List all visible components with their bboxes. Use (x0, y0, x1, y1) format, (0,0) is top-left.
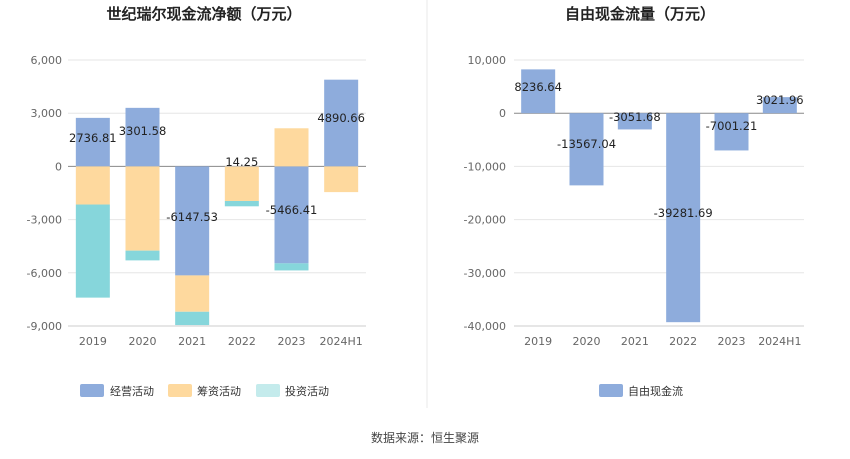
legend-label-free_cash: 自由现金流 (628, 384, 683, 398)
x-tick-label: 2020 (129, 335, 157, 348)
bar-financing (274, 128, 309, 167)
bar-investing (125, 250, 160, 261)
legend-swatch-free_cash (599, 384, 623, 397)
bar-free_cash (762, 97, 797, 114)
x-tick-label: 2019 (79, 335, 107, 348)
data-label: 3021.96 (756, 93, 804, 107)
data-label: 3301.58 (119, 124, 167, 138)
x-tick-label: 2023 (278, 335, 306, 348)
y-tick-label: 3,000 (31, 107, 63, 120)
y-tick-label: -10,000 (464, 160, 506, 173)
bar-operating (274, 166, 309, 264)
chart-1: 世纪瑞尔现金流净额（万元） 6,000 3,000 0 -3,000 -6,000 -9,0… (27, 5, 366, 398)
bar-free_cash (617, 113, 652, 130)
y-tick-label: -20,000 (464, 214, 506, 227)
x-tick-label: 2022 (669, 335, 697, 348)
bar-financing (324, 166, 359, 193)
y-tick-label: -6,000 (27, 267, 62, 280)
legend-label-investing: 投资活动 (285, 384, 329, 398)
x-tick-label: 2020 (573, 335, 601, 348)
bar-free_cash (714, 113, 749, 151)
y-tick-label: -30,000 (464, 267, 506, 280)
y-tick-label: -3,000 (27, 214, 62, 227)
legend-swatch-financing (168, 384, 192, 397)
source-text: 数据来源：恒生聚源 (371, 430, 479, 445)
data-label: 8236.64 (514, 80, 562, 94)
bar-financing (175, 275, 210, 312)
x-tick-label: 2021 (178, 335, 206, 348)
x-tick-label: 2023 (718, 335, 746, 348)
x-tick-label: 2024H1 (320, 335, 363, 348)
y-tick-label: 0 (55, 160, 62, 173)
y-tick-label: 6,000 (31, 54, 63, 67)
chart-2: 自由现金流量（万元） 10,000 0 -10,000 -20,000 -30,000 -4… (464, 5, 804, 398)
bar-financing (75, 166, 110, 205)
bar-operating (324, 79, 359, 167)
bar-free_cash (569, 113, 604, 186)
x-tick-label: 2021 (621, 335, 649, 348)
x-tick-label: 2019 (524, 335, 552, 348)
y-tick-label: 10,000 (468, 54, 507, 67)
data-label: 14.25 (225, 155, 258, 169)
bar-investing (224, 200, 259, 207)
bar-operating (125, 107, 160, 167)
data-label: -13567.04 (557, 137, 616, 151)
legend-label-operating: 经营活动 (110, 384, 154, 398)
bar-financing (125, 166, 160, 251)
bar-financing (224, 166, 259, 201)
data-label: 4890.66 (317, 111, 365, 125)
y-tick-label: 0 (499, 107, 506, 120)
bar-investing (274, 263, 309, 271)
bar-free_cash (666, 113, 701, 323)
chart-title: 世纪瑞尔现金流净额（万元） (106, 5, 301, 23)
legend-label-financing: 筹资活动 (197, 384, 241, 398)
bar-free_cash (521, 69, 556, 114)
data-label: -6147.53 (166, 210, 218, 224)
bar-operating (75, 117, 110, 167)
data-label: 2736.81 (69, 131, 117, 145)
bar-operating (175, 166, 210, 276)
data-label: -7001.21 (706, 119, 758, 133)
chart-title: 自由现金流量（万元） (565, 5, 715, 23)
y-tick-label: -40,000 (464, 320, 506, 333)
bar-investing (175, 311, 210, 326)
x-tick-label: 2022 (228, 335, 256, 348)
x-tick-label: 2024H1 (758, 335, 801, 348)
bar-investing (75, 204, 110, 298)
data-label: -3051.68 (609, 110, 661, 124)
y-tick-label: -9,000 (27, 320, 62, 333)
legend-swatch-operating (80, 384, 104, 397)
legend-swatch-investing (256, 384, 280, 397)
data-label: -39281.69 (654, 206, 713, 220)
data-label: -5466.41 (266, 203, 318, 217)
